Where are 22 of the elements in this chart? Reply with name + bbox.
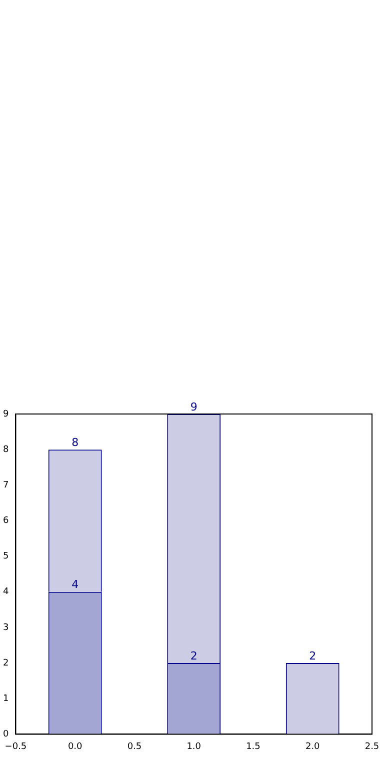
x-tick-label: −0.5 [4,742,27,752]
y-tick-label: 3 [2,622,9,633]
x-tick-label: 2.0 [305,742,320,752]
x-tick-label: 2.5 [364,742,380,752]
x-tick-label: 1.5 [246,742,260,752]
y-tick-label: 0 [2,730,9,740]
data-label: 2 [190,649,198,662]
y-tick-label: 5 [2,552,9,562]
y-tick-label: 7 [2,480,9,490]
y-tick-label: 1 [2,694,9,704]
total-label: 8 [72,436,79,449]
total-label: 2 [309,649,316,662]
y-tick-label: 2 [2,658,9,668]
total-label: 9 [190,400,198,414]
y-tick-label: 4 [2,587,9,598]
y-tick-label: 8 [2,444,9,455]
data-label: 4 [72,578,79,592]
x-tick-label: 0.0 [68,742,83,752]
x-tick-label: 0.5 [127,742,142,752]
x-tick-label: 1.0 [186,742,202,752]
y-tick-label: 9 [2,409,9,420]
y-tick-label: 6 [2,516,9,526]
